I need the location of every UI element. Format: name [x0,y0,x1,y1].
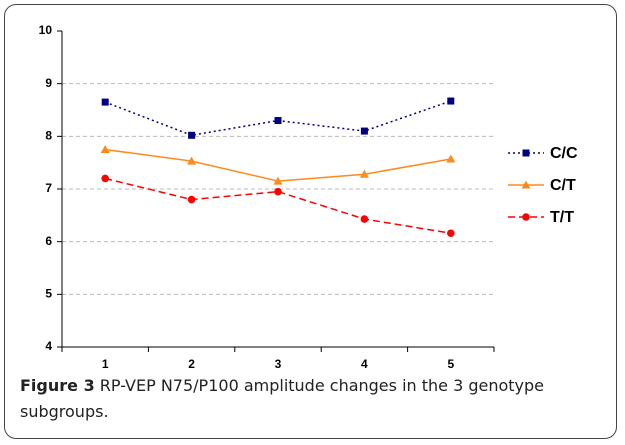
x-tick-label: 3 [275,357,282,371]
legend-label: C/C [550,145,578,162]
caption: Figure 3 RP-VEP N75/P100 amplitude chang… [20,373,610,425]
y-tick-label: 7 [45,181,52,195]
y-tick-label: 5 [45,287,52,301]
y-tick-label: 10 [39,23,53,37]
marker [101,174,109,183]
marker [274,117,282,125]
marker [360,127,368,135]
legend-label: T/T [550,209,574,226]
figure-frame [4,4,617,439]
marker [359,169,369,178]
caption-text: RP-VEP N75/P100 amplitude changes in the… [20,376,545,421]
y-tick-label: 4 [45,339,52,353]
marker [100,145,110,153]
marker [447,229,455,238]
legend-label: C/T [550,177,576,194]
x-tick-label: 5 [447,357,454,371]
marker [447,97,455,105]
x-tick-label: 1 [102,357,109,371]
y-tick-label: 9 [45,76,52,90]
marker [360,215,369,223]
marker [522,213,530,221]
marker [187,195,196,204]
marker [187,156,197,165]
series-line [105,148,451,182]
marker [274,187,282,196]
x-tick-label: 2 [188,357,195,371]
y-tick-label: 8 [45,129,52,143]
marker [521,180,531,189]
caption-label: Figure 3 [20,376,95,395]
marker [188,131,196,139]
marker [446,154,456,163]
y-tick-label: 6 [45,234,52,248]
marker [522,149,530,157]
series-line [105,177,451,234]
x-tick-label: 4 [361,357,368,371]
marker [273,176,283,185]
marker [101,98,109,106]
